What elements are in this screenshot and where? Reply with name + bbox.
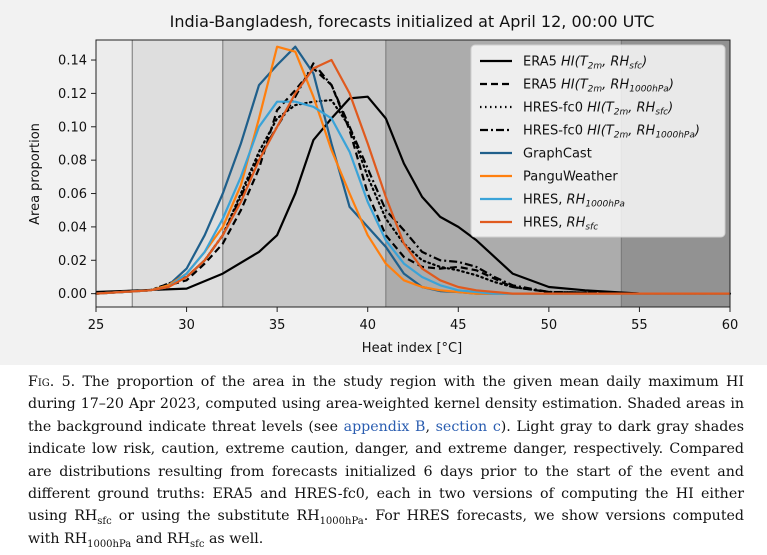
legend-label: HRES, RH1000hPa — [523, 193, 625, 210]
caption-text: , — [425, 418, 436, 435]
y-tick-label: 0.02 — [58, 254, 87, 269]
caption-text: as well. — [204, 530, 264, 547]
legend-label: GraphCast — [523, 147, 592, 162]
series-line — [95, 67, 730, 295]
legend-label: ERA5 HI(T2m, RH1000hPa) — [523, 78, 674, 95]
chart-title: India-Bangladesh, forecasts initialized … — [170, 12, 655, 31]
y-tick-label: 0.10 — [58, 120, 87, 135]
legend-label: HRES-fc0 HI(T2m, RHsfc) — [523, 101, 673, 118]
series-line — [95, 62, 730, 295]
section-link[interactable]: section c — [435, 418, 501, 435]
x-tick-label: 25 — [88, 318, 105, 333]
threat-band — [96, 40, 133, 307]
y-tick-label: 0.14 — [58, 54, 87, 69]
series-line — [94, 98, 732, 295]
y-axis-label: Area proportion — [28, 123, 43, 225]
caption-text: and RH — [131, 530, 190, 547]
y-tick-label: 0.06 — [58, 187, 87, 202]
series-line — [95, 100, 730, 295]
caption-text: ). Light gray to dark gray shades indica… — [28, 418, 744, 525]
caption-subscript: sfc — [97, 516, 112, 528]
legend-label: HRES, RHsfc — [523, 216, 598, 233]
threat-band — [132, 40, 223, 307]
figure-label: Fig. 5. — [28, 374, 76, 390]
legend: ERA5 HI(T2m, RHsfc) ERA5 HI(T2m, RH1000hP… — [470, 44, 726, 238]
y-tick-label: 0.04 — [58, 220, 87, 235]
x-tick-label: 45 — [450, 318, 467, 333]
figure-panel: 25 30 35 40 45 50 55 60 0.00 0.02 0.04 0.06 0.08 0.1… — [0, 0, 767, 365]
legend-box — [470, 44, 726, 238]
x-tick-label: 30 — [178, 318, 195, 333]
caption-text: . For HRES forecasts, we show versions c… — [28, 508, 744, 547]
axes-frame — [95, 39, 731, 308]
caption-subscript: 1000hPa — [319, 516, 364, 528]
series-line — [95, 58, 730, 295]
x-tick-label: 35 — [269, 318, 286, 333]
legend-label: ERA5 HI(T2m, RHsfc) — [523, 55, 647, 72]
legend-label: PanguWeather — [523, 170, 618, 185]
x-axis-label: Heat index [°C] — [362, 341, 462, 356]
x-tick-label: 50 — [541, 318, 558, 333]
heat-index-line-chart: 25 30 35 40 45 50 55 60 0.00 0.02 0.04 0.06 0.08 0.1… — [28, 12, 739, 356]
y-tick-label: 0.12 — [58, 87, 87, 102]
legend-label: HRES-fc0 HI(T2m, RH1000hPa) — [523, 124, 700, 141]
y-tick-label: 0.08 — [58, 154, 87, 169]
series-line — [95, 95, 730, 295]
caption-subscript: 1000hPa — [87, 538, 132, 550]
caption-text: The proportion of the area in the study … — [28, 374, 744, 435]
figure-caption: Fig. 5. The proportion of the area in th… — [28, 371, 744, 550]
appendix-link[interactable]: appendix B — [343, 418, 426, 435]
series-lines — [94, 45, 732, 295]
y-axis-ticks: 0.00 0.02 0.04 0.06 0.08 0.10 0.12 0.14 — [58, 54, 96, 302]
x-tick-label: 55 — [631, 318, 648, 333]
x-tick-label: 40 — [359, 318, 376, 333]
x-tick-label: 60 — [722, 318, 739, 333]
caption-text: or using the substitute RH — [111, 508, 320, 525]
x-axis-ticks: 25 30 35 40 45 50 55 60 — [88, 307, 739, 333]
y-tick-label: 0.00 — [58, 287, 87, 302]
caption-subscript: sfc — [190, 538, 205, 550]
